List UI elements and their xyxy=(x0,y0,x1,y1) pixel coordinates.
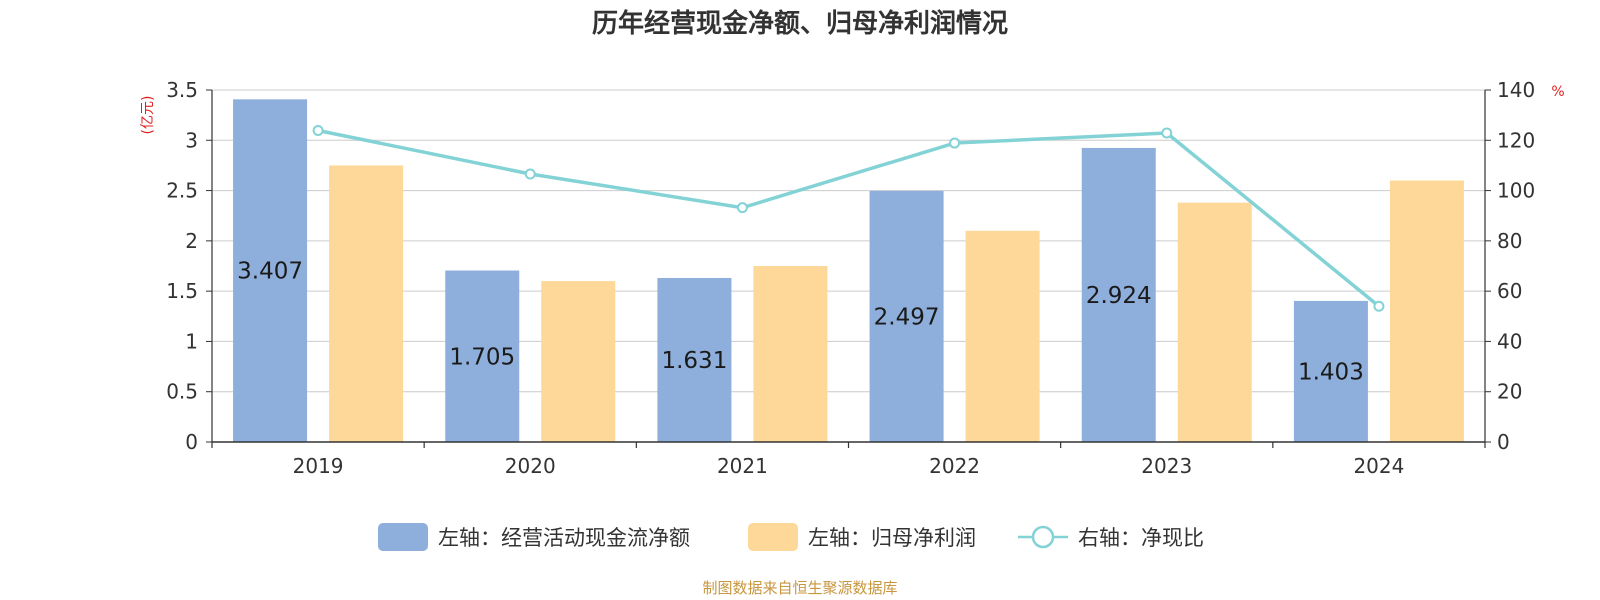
bar-net-profit xyxy=(329,165,404,442)
bar-data-label: 2.497 xyxy=(874,304,940,330)
x-axis-tick-label: 2020 xyxy=(505,454,556,478)
x-axis-tick-label: 2022 xyxy=(929,454,980,478)
bar-net-profit xyxy=(753,266,828,442)
left-axis-tick-label: 1 xyxy=(185,329,198,353)
bar-data-label: 3.407 xyxy=(237,259,303,285)
bar-data-label: 2.924 xyxy=(1086,283,1152,309)
grid-lines xyxy=(212,89,1485,393)
left-axis-tick-label: 0.5 xyxy=(166,380,198,404)
left-axis-tick-label: 3 xyxy=(185,128,198,152)
left-axis-tick-label: 1.5 xyxy=(166,279,198,303)
bar-group xyxy=(233,99,1464,442)
bar-net-profit xyxy=(541,281,616,442)
ratio-point xyxy=(312,124,324,136)
bar-operating-cash xyxy=(1081,147,1156,442)
legend-swatch-operating-cash xyxy=(378,523,428,551)
bar-data-label: 1.403 xyxy=(1298,359,1364,385)
right-axis-unit: % xyxy=(1551,84,1564,100)
left-axis-tick-label: 2 xyxy=(185,229,198,253)
bar-operating-cash xyxy=(657,277,732,442)
ratio-point xyxy=(1373,300,1385,312)
ratio-line-group xyxy=(312,124,1385,312)
bar-operating-cash xyxy=(445,270,520,442)
legend-label-net-profit: 左轴：归母净利润 xyxy=(808,526,976,550)
legend-label-operating-cash: 左轴：经营活动现金流净额 xyxy=(438,526,690,550)
bar-data-label: 1.631 xyxy=(661,348,727,374)
right-axis-tick-label: 80 xyxy=(1497,229,1522,253)
bar-net-profit xyxy=(1177,202,1252,442)
left-axis-tick-label: 3.5 xyxy=(166,78,198,102)
legend-swatch-net-profit xyxy=(748,523,798,551)
right-axis-tick-label: 0 xyxy=(1497,430,1510,454)
bar-operating-cash xyxy=(1293,300,1368,442)
x-axis-tick-label: 2023 xyxy=(1141,454,1192,478)
legend: 左轴：经营活动现金流净额 左轴：归母净利润 右轴：净现比 xyxy=(378,523,1204,551)
right-axis-tick-label: 120 xyxy=(1497,128,1535,152)
x-axis-tick-label: 2024 xyxy=(1353,454,1404,478)
left-axis-tick-label: 2.5 xyxy=(166,179,198,203)
legend-marker-ratio xyxy=(1031,525,1055,549)
ratio-line xyxy=(317,128,1381,308)
right-axis-tick-label: 40 xyxy=(1497,329,1522,353)
bar-net-profit xyxy=(1389,180,1464,442)
right-axis-tick-label: 100 xyxy=(1497,179,1535,203)
ratio-point xyxy=(949,137,961,149)
ratio-point xyxy=(524,168,536,180)
axes: 0 0.5 1 1.5 2 2.5 3 3.5 0 20 40 60 80 100 120 140 2019 20… xyxy=(166,78,1535,478)
x-axis-tick-label: 2021 xyxy=(717,454,768,478)
right-axis-tick-label: 140 xyxy=(1497,78,1535,102)
left-axis-unit: (亿元) xyxy=(140,96,156,135)
left-axis-tick-label: 0 xyxy=(185,430,198,454)
bar-net-profit xyxy=(965,230,1040,442)
ratio-point xyxy=(736,202,748,214)
bar-operating-cash xyxy=(869,190,944,442)
data-labels: 3.407 1.705 1.631 2.497 2.924 1.403 xyxy=(237,259,1364,386)
right-axis-tick-label: 20 xyxy=(1497,380,1522,404)
bar-operating-cash xyxy=(233,99,308,442)
x-axis-tick-label: 2019 xyxy=(293,454,344,478)
source-note: 制图数据来自恒生聚源数据库 xyxy=(702,579,897,597)
ratio-point xyxy=(1161,127,1173,139)
bar-data-label: 1.705 xyxy=(449,344,515,370)
right-axis-tick-label: 60 xyxy=(1497,279,1522,303)
chart-title: 历年经营现金净额、归母净利润情况 xyxy=(592,8,1008,39)
legend-label-ratio: 右轴：净现比 xyxy=(1078,526,1204,550)
